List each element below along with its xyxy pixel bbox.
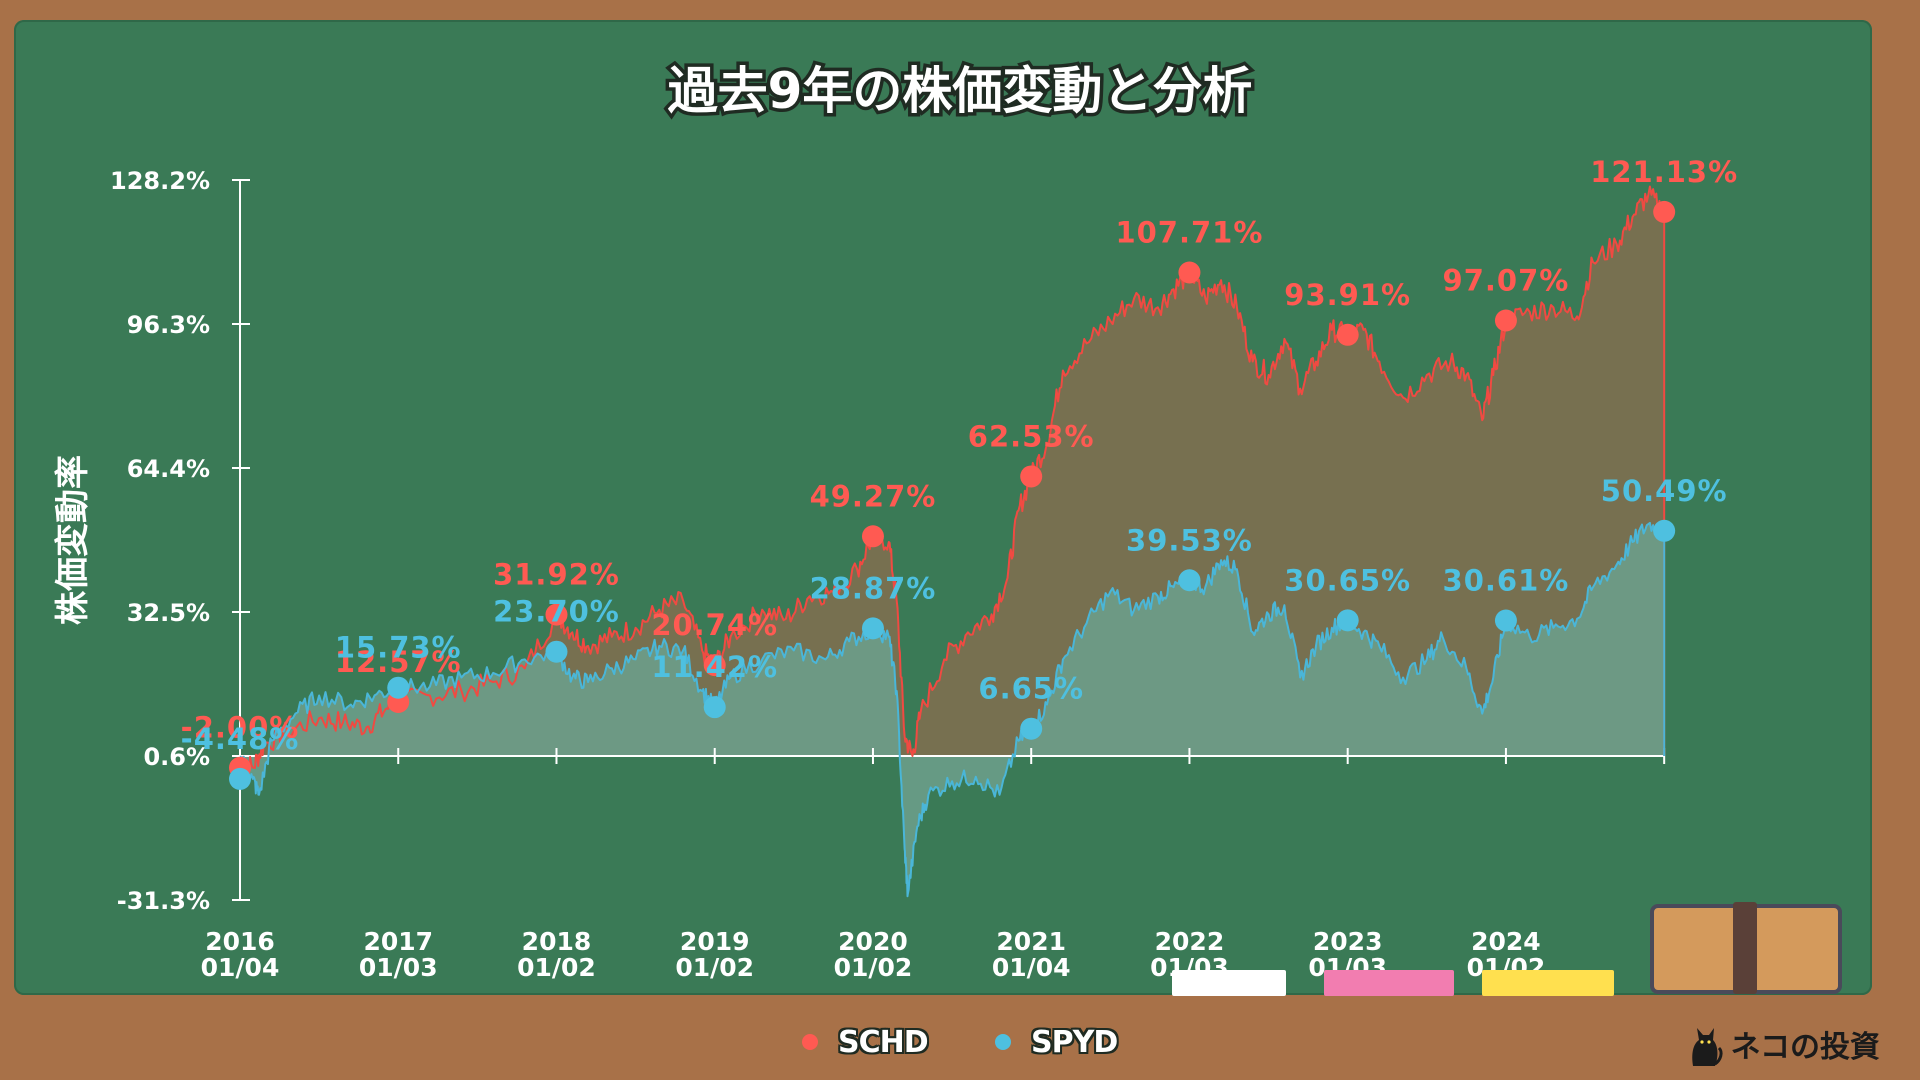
y-tick-label-0: 128.2% [110,167,210,195]
marker-spyd-7 [1336,609,1359,632]
area-schd [240,186,1665,774]
data-label-spyd-0: -4.48% [181,722,300,756]
x-tick-date-4: 01/02 [834,953,913,982]
area-spyd [240,522,1665,897]
legend-swatch-spyd [995,1034,1011,1050]
marker-spyd-9 [1653,519,1676,542]
x-tick-year-3: 2019 [680,927,750,956]
data-label-schd-9: 121.13% [1590,155,1738,189]
marker-schd-6 [1178,261,1201,284]
y-tick-label-5: -31.3% [117,887,210,915]
marker-schd-8 [1494,309,1517,332]
legend-item-schd: SCHD [802,1024,929,1060]
marker-spyd-3 [703,696,726,719]
white-chalk [1172,970,1286,996]
marker-spyd-8 [1494,609,1517,632]
data-label-spyd-2: 23.70% [493,595,620,629]
data-label-spyd-4: 28.87% [810,571,937,605]
x-tick-year-4: 2020 [838,927,908,956]
data-label-spyd-6: 39.53% [1126,523,1253,557]
y-tick-label-1: 96.3% [127,311,210,339]
marker-spyd-2 [545,640,568,663]
y-tick-label-4: 0.6% [143,743,210,771]
x-tick-date-5: 01/04 [992,953,1071,982]
legend-label-spyd: SPYD [1031,1024,1118,1060]
x-tick-year-8: 2024 [1471,927,1541,956]
data-label-spyd-1: 15.73% [335,631,462,665]
pink-chalk [1324,970,1454,996]
data-label-schd-1: 12.57% [335,645,462,679]
data-label-spyd-8: 30.61% [1443,564,1570,598]
legend-item-spyd: SPYD [995,1024,1118,1060]
marker-spyd-4 [861,617,884,640]
data-label-schd-3: 20.74% [651,608,778,642]
brand-logo: ネコの投資 [1685,1020,1880,1068]
x-tick-year-0: 2016 [205,927,275,956]
data-label-spyd-7: 30.65% [1284,563,1411,597]
chart-title: 過去9年の株価変動と分析 [668,62,1253,120]
marker-schd-5 [1020,465,1043,488]
black-cat-icon [1691,1028,1723,1066]
x-tick-date-1: 01/03 [359,953,438,982]
data-label-spyd-3: 11.42% [651,650,778,684]
chart-lines [239,185,1666,898]
chart-data-labels: -2.00% 12.57% 31.92% 20.74% 49.27% 62.53% 107.… [181,155,1738,756]
chalk-tray-decor [1172,902,1842,996]
x-tick-year-1: 2017 [363,927,433,956]
legend-label-schd: SCHD [838,1024,929,1060]
data-label-schd-6: 107.71% [1115,215,1263,249]
data-label-schd-8: 97.07% [1443,264,1570,298]
legend: SCHD SPYD [0,1010,1920,1070]
eraser-band [1733,902,1757,994]
data-label-spyd-5: 6.65% [978,672,1084,706]
data-label-schd-7: 93.91% [1284,278,1411,312]
y-axis-label: 株価変動率 [53,455,93,625]
marker-spyd-1 [387,676,410,699]
line-spyd [239,521,1666,898]
brand-text: ネコの投資 [1730,1030,1880,1065]
x-tick-date-2: 01/02 [517,953,596,982]
chart-axes: 128.2%96.3%64.4%32.5%0.6%-31.3%201601/04… [110,167,1666,982]
marker-schd-2 [545,603,568,626]
line-schd [239,185,1665,775]
marker-spyd-0 [229,767,251,790]
yellow-chalk [1482,970,1614,996]
data-label-schd-0: -2.00% [181,711,300,745]
marker-schd-7 [1336,323,1359,346]
x-tick-year-2: 2018 [522,927,592,956]
marker-schd-9 [1653,200,1676,223]
x-tick-date-3: 01/02 [675,953,754,982]
chart-areas [240,186,1665,897]
data-label-schd-5: 62.53% [968,419,1095,453]
y-tick-label-2: 64.4% [127,455,210,483]
x-tick-year-6: 2022 [1155,927,1225,956]
x-tick-date-0: 01/04 [201,953,280,982]
data-label-schd-2: 31.92% [493,558,620,592]
marker-spyd-6 [1178,569,1201,592]
x-tick-year-5: 2021 [996,927,1066,956]
data-label-schd-4: 49.27% [810,479,937,513]
chart-markers [229,200,1676,790]
marker-schd-4 [861,525,884,548]
data-label-spyd-9: 50.49% [1601,474,1728,508]
marker-spyd-5 [1020,717,1043,740]
y-tick-label-3: 32.5% [127,599,210,627]
x-tick-year-7: 2023 [1313,927,1383,956]
legend-swatch-schd [802,1034,818,1050]
marker-schd-3 [703,654,726,677]
